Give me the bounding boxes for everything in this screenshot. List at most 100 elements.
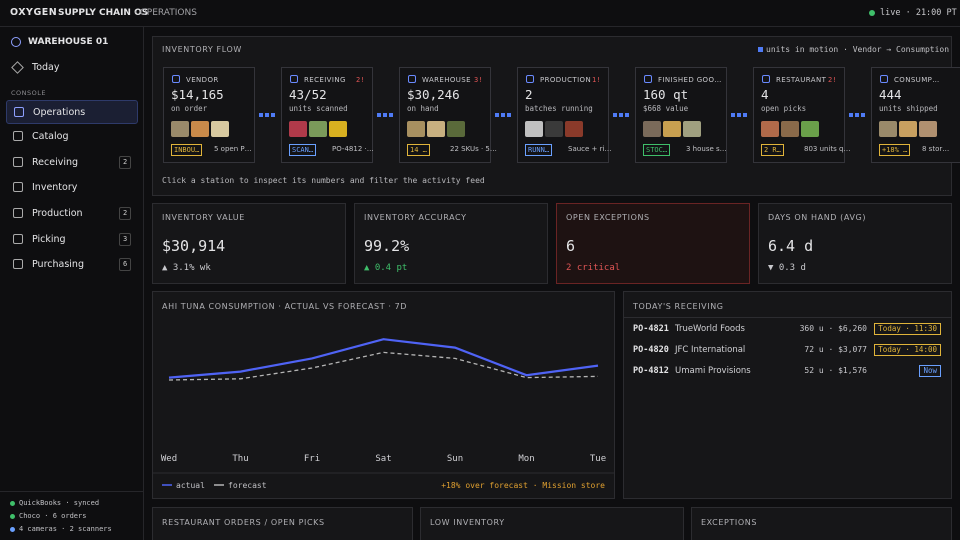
kpi-delta: ▲ 3.1% wk [162, 263, 211, 273]
po-number: PO-4821 [633, 324, 669, 334]
receiving-panel: TODAY'S RECEIVING PO-4821 TrueWorld Foods 3… [623, 291, 952, 499]
station-thumb [171, 121, 189, 137]
station-thumb [565, 121, 583, 137]
station-thumb [643, 121, 661, 137]
station-alert: 2! [828, 76, 837, 84]
station-thumb [683, 121, 701, 137]
station-thumb [801, 121, 819, 137]
kpi-card: OPEN EXCEPTIONS 6 2 critical [556, 203, 750, 284]
station-card[interactable]: WAREHOUSE 3! $30,246 on hand 14 … 22 SKUs · 5… [399, 67, 497, 163]
nav-icon [13, 259, 23, 269]
bottom-panel: EXCEPTIONS [691, 507, 952, 540]
nav-label: Operations [33, 107, 86, 118]
receiving-row[interactable]: PO-4820 JFC International 72 u · $3,077 Tod… [624, 340, 951, 360]
integration-dot [10, 527, 15, 532]
nav-label: Inventory [32, 182, 78, 193]
site-icon [11, 37, 21, 47]
station-thumb [427, 121, 445, 137]
nav-item[interactable]: Picking 3 [6, 228, 138, 252]
po-amount: 52 u · $1,576 [804, 366, 867, 375]
station-label: FINISHED GOO… [658, 76, 722, 84]
today: Today [32, 62, 60, 73]
integration: Choco · 6 orders [19, 512, 87, 520]
series-line [168, 338, 599, 379]
panel-title: LOW INVENTORY [430, 518, 505, 527]
kpi-label: DAYS ON HAND (AVG) [768, 213, 867, 222]
po-amount: 360 u · $6,260 [799, 324, 867, 333]
integration: 4 cameras · 2 scanners [19, 525, 112, 533]
station-thumb [899, 121, 917, 137]
x-tick-label: Sat [375, 454, 391, 464]
flow-connector [861, 113, 865, 117]
flow-connector [377, 113, 381, 117]
flow-legend-dot [758, 47, 763, 52]
kpi-label: INVENTORY ACCURACY [364, 213, 467, 222]
nav-icon [13, 157, 23, 167]
flow-connector [495, 113, 499, 117]
receiving-row[interactable]: PO-4812 Umami Provisions 52 u · $1,576 Now [624, 361, 951, 381]
panel-title: EXCEPTIONS [701, 518, 758, 527]
flow-panel: INVENTORY FLOW units in motion · Vendor →… [152, 36, 960, 196]
station-label: PRODUCTION [540, 76, 592, 84]
kpi-label: INVENTORY VALUE [162, 213, 245, 222]
product: SUPPLY CHAIN OS [58, 8, 149, 18]
nav-item[interactable]: Receiving 2 [6, 151, 138, 175]
nav-item[interactable]: Purchasing 6 [6, 253, 138, 277]
x-tick-label: Thu [232, 454, 248, 464]
station-thumb [407, 121, 425, 137]
eta-tag: Now [919, 365, 941, 377]
flow-connector [625, 113, 629, 117]
sidebar-divider [0, 491, 143, 492]
station-card[interactable]: CONSUMP… 444 units shipped +18% … 8 stor… [871, 67, 960, 163]
station-label: RECEIVING [304, 76, 346, 84]
po-amount: 72 u · $3,077 [804, 345, 867, 354]
x-tick-label: Fri [304, 454, 320, 464]
station-card[interactable]: PRODUCTION 1! 2 batches running RUNN… Sauce +… [517, 67, 611, 163]
nav-item[interactable]: Inventory [6, 176, 138, 200]
station-thumb [447, 121, 465, 137]
flow-connector [383, 113, 387, 117]
flow-connector [265, 113, 269, 117]
nav-badge: 2 [119, 207, 132, 220]
flow-connector [855, 113, 859, 117]
x-tick-label: Mon [518, 454, 534, 464]
nav-item[interactable]: Production 2 [6, 202, 138, 226]
eta-tag: Today · 14:00 [874, 344, 941, 356]
kpi-delta: ▼ 0.3 d [768, 263, 806, 273]
flow-connector [501, 113, 505, 117]
station-value: 4 [761, 87, 769, 102]
kpi-value: 6.4 d [768, 237, 814, 255]
nav-icon [13, 208, 23, 218]
x-tick-label: Tue [590, 454, 606, 464]
integration: QuickBooks · synced [19, 499, 100, 507]
station-card[interactable]: FINISHED GOO… 160 qt $668 value STOC… 3 hous… [635, 67, 727, 163]
chart-panel: AHI TUNA CONSUMPTION · ACTUAL VS FORECAS… [152, 291, 615, 499]
flow-connector [507, 113, 511, 117]
legend-label: forecast [228, 481, 267, 490]
station-alert: 1! [592, 76, 601, 84]
station-caption: on hand [407, 104, 439, 113]
station-icon [644, 75, 652, 83]
receiving-row[interactable]: PO-4821 TrueWorld Foods 360 u · $6,260 Toda… [624, 319, 951, 339]
station-tag: 2 R… [761, 144, 784, 156]
kpi-label: OPEN EXCEPTIONS [566, 213, 650, 222]
flow-connector [731, 113, 735, 117]
station-icon [526, 75, 534, 83]
station-thumb [545, 121, 563, 137]
bottom-panel: LOW INVENTORY [420, 507, 684, 540]
station-value: 2 [525, 87, 533, 102]
nav-item[interactable]: Catalog [6, 125, 138, 149]
nav-item[interactable]: Operations [6, 100, 138, 124]
panel-title: RESTAURANT ORDERS / OPEN PICKS [162, 518, 325, 527]
station-thumb [309, 121, 327, 137]
station-note: 8 stor… [922, 145, 950, 153]
station-value: $30,246 [407, 87, 460, 102]
status: live · 21:00 PT [880, 8, 957, 18]
sidebar [0, 27, 144, 540]
station-card[interactable]: RESTAURANT 2! 4 open picks 2 R… 803 units q… [753, 67, 850, 163]
station-card[interactable]: RECEIVING 2! 43/52 units scanned SCAN… PO-481… [281, 67, 374, 163]
kpi-card: INVENTORY ACCURACY 99.2% ▲ 0.4 pt [354, 203, 548, 284]
station-thumb [879, 121, 897, 137]
station-caption: batches running [525, 104, 593, 113]
station-card[interactable]: VENDOR $14,165 on order INBOU… 5 open P… [163, 67, 255, 163]
